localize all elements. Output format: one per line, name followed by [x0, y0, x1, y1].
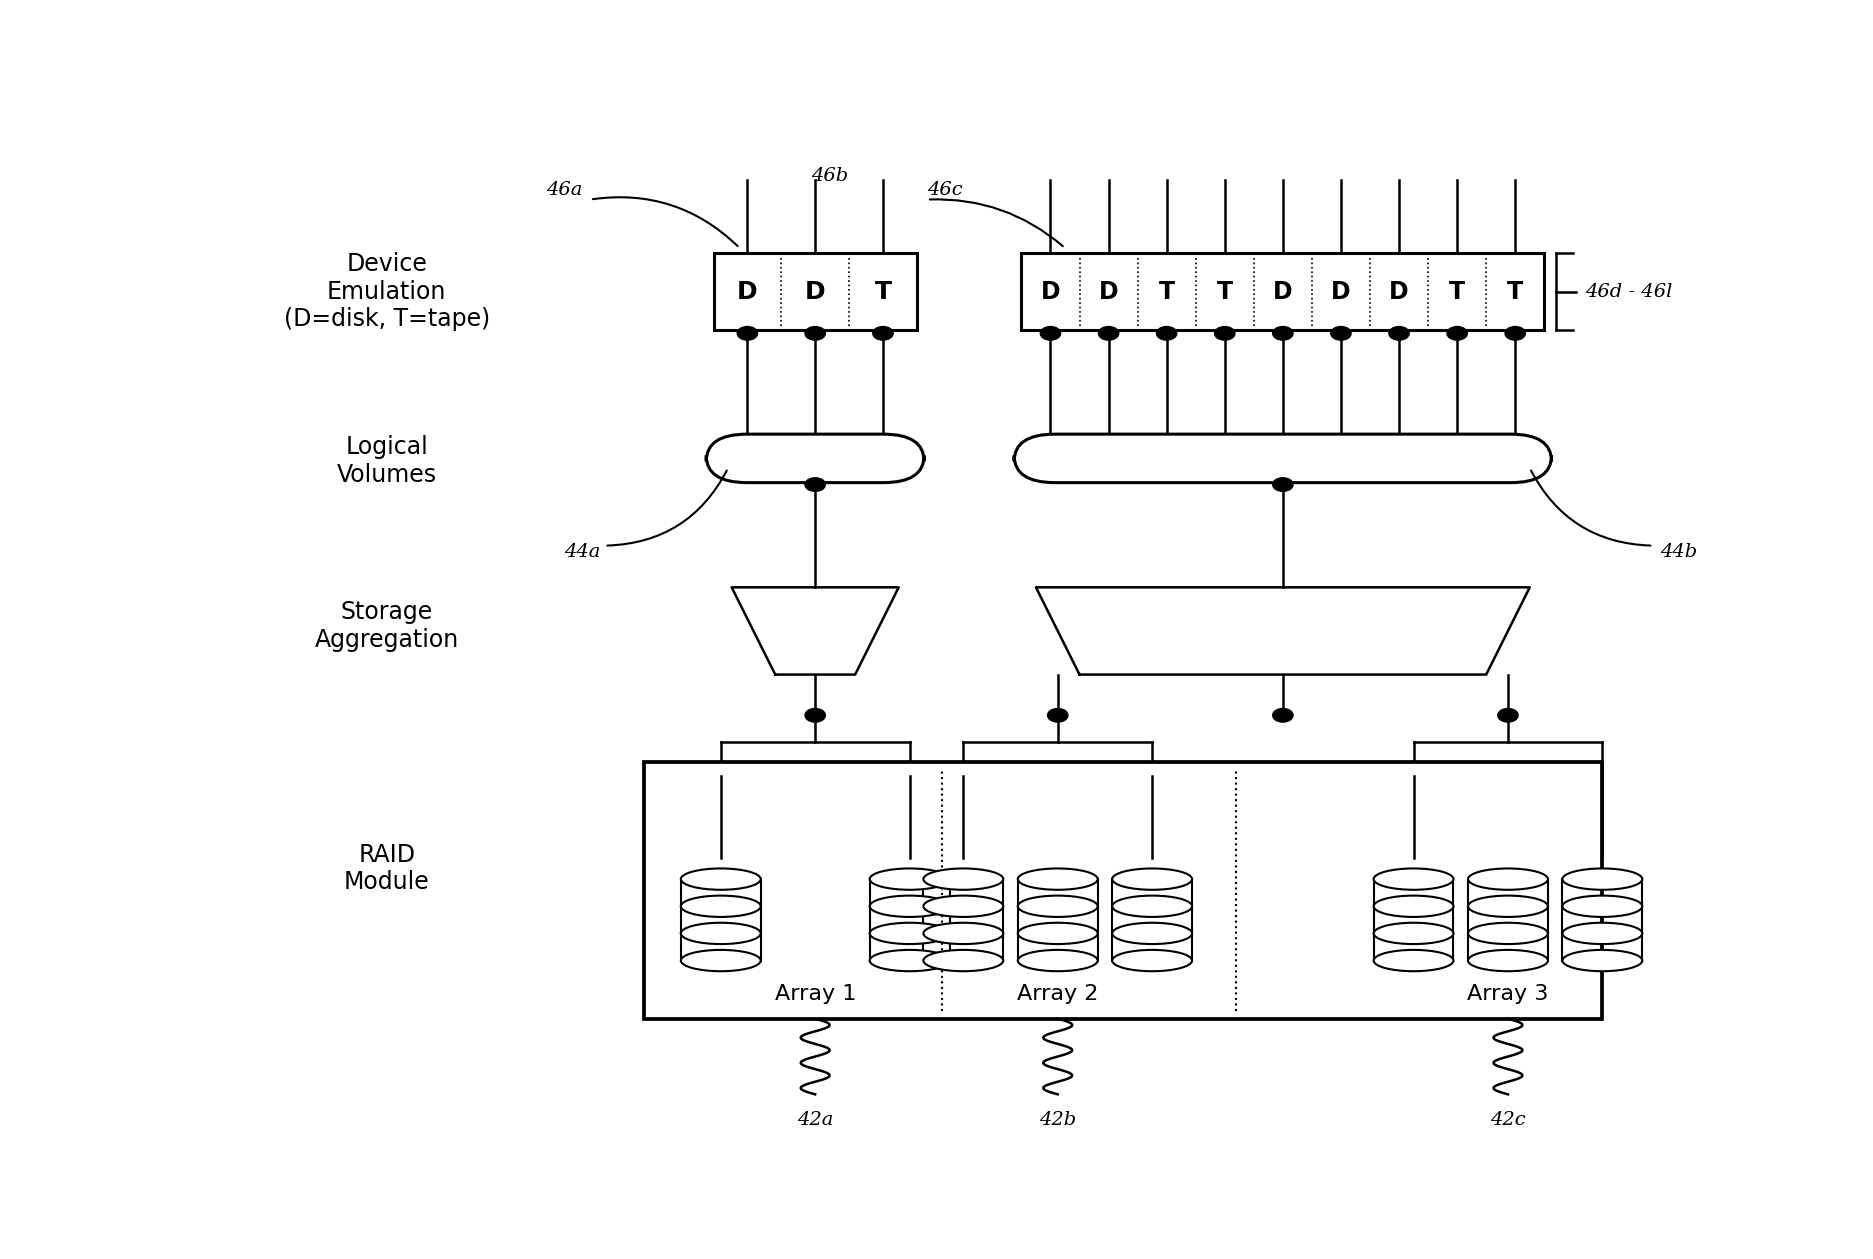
Ellipse shape [869, 949, 950, 971]
Ellipse shape [1111, 869, 1191, 890]
FancyBboxPatch shape [1013, 434, 1551, 482]
Text: RAID
Module: RAID Module [343, 842, 429, 894]
Circle shape [1047, 709, 1068, 723]
Text: T: T [1448, 279, 1465, 303]
Circle shape [1504, 326, 1525, 340]
Text: 46a: 46a [547, 181, 583, 199]
Text: T: T [1158, 279, 1174, 303]
Text: D: D [736, 279, 757, 303]
Ellipse shape [680, 895, 760, 917]
Text: D: D [1098, 279, 1118, 303]
Circle shape [805, 477, 824, 491]
Circle shape [1497, 709, 1517, 723]
Ellipse shape [1467, 895, 1547, 917]
Circle shape [805, 326, 824, 340]
Ellipse shape [1373, 869, 1453, 890]
Ellipse shape [680, 869, 760, 890]
Circle shape [1156, 326, 1176, 340]
Text: D: D [1330, 279, 1350, 303]
Ellipse shape [1562, 949, 1641, 971]
Text: Array 1: Array 1 [774, 985, 856, 1005]
Text: T: T [875, 279, 892, 303]
Ellipse shape [923, 923, 1002, 944]
Ellipse shape [869, 869, 950, 890]
Circle shape [1446, 326, 1467, 340]
Text: 44a: 44a [564, 544, 599, 562]
Circle shape [805, 709, 824, 723]
Ellipse shape [1373, 923, 1453, 944]
Ellipse shape [1111, 923, 1191, 944]
Ellipse shape [1017, 869, 1098, 890]
Text: Logical
Volumes: Logical Volumes [337, 436, 436, 487]
Text: 46b: 46b [811, 167, 848, 185]
FancyBboxPatch shape [1021, 253, 1543, 330]
Ellipse shape [1111, 949, 1191, 971]
Circle shape [1272, 477, 1292, 491]
Ellipse shape [680, 949, 760, 971]
Text: T: T [1216, 279, 1232, 303]
Circle shape [1098, 326, 1118, 340]
Text: 42b: 42b [1038, 1110, 1075, 1129]
Text: 46c: 46c [927, 181, 963, 199]
Text: Storage
Aggregation: Storage Aggregation [315, 601, 459, 652]
Ellipse shape [1467, 869, 1547, 890]
Text: 42a: 42a [796, 1110, 833, 1129]
FancyBboxPatch shape [644, 762, 1601, 1019]
Circle shape [736, 326, 757, 340]
Polygon shape [1036, 587, 1528, 675]
FancyBboxPatch shape [706, 434, 923, 482]
Ellipse shape [923, 869, 1002, 890]
Ellipse shape [1017, 923, 1098, 944]
Ellipse shape [923, 895, 1002, 917]
Text: D: D [1040, 279, 1060, 303]
Ellipse shape [1467, 923, 1547, 944]
Text: Device
Emulation
(D=disk, T=tape): Device Emulation (D=disk, T=tape) [283, 252, 489, 331]
Circle shape [1388, 326, 1408, 340]
Text: 46d - 46l: 46d - 46l [1585, 283, 1671, 301]
Circle shape [1214, 326, 1234, 340]
Ellipse shape [1467, 949, 1547, 971]
Text: Array 3: Array 3 [1467, 985, 1547, 1005]
Circle shape [1272, 709, 1292, 723]
Circle shape [873, 326, 893, 340]
Circle shape [1272, 326, 1292, 340]
Polygon shape [730, 587, 899, 675]
Ellipse shape [923, 949, 1002, 971]
Text: T: T [1506, 279, 1523, 303]
Text: D: D [1388, 279, 1408, 303]
Text: D: D [804, 279, 826, 303]
Circle shape [1040, 326, 1060, 340]
Ellipse shape [1017, 949, 1098, 971]
Circle shape [1330, 326, 1350, 340]
Ellipse shape [680, 923, 760, 944]
Ellipse shape [869, 895, 950, 917]
Ellipse shape [869, 923, 950, 944]
Ellipse shape [1111, 895, 1191, 917]
Ellipse shape [1562, 923, 1641, 944]
Text: 44b: 44b [1659, 544, 1697, 562]
Text: D: D [1272, 279, 1292, 303]
Ellipse shape [1373, 895, 1453, 917]
Text: Array 2: Array 2 [1017, 985, 1098, 1005]
Ellipse shape [1562, 895, 1641, 917]
Ellipse shape [1017, 895, 1098, 917]
Ellipse shape [1373, 949, 1453, 971]
Text: 42c: 42c [1489, 1110, 1525, 1129]
FancyBboxPatch shape [714, 253, 916, 330]
Ellipse shape [1562, 869, 1641, 890]
